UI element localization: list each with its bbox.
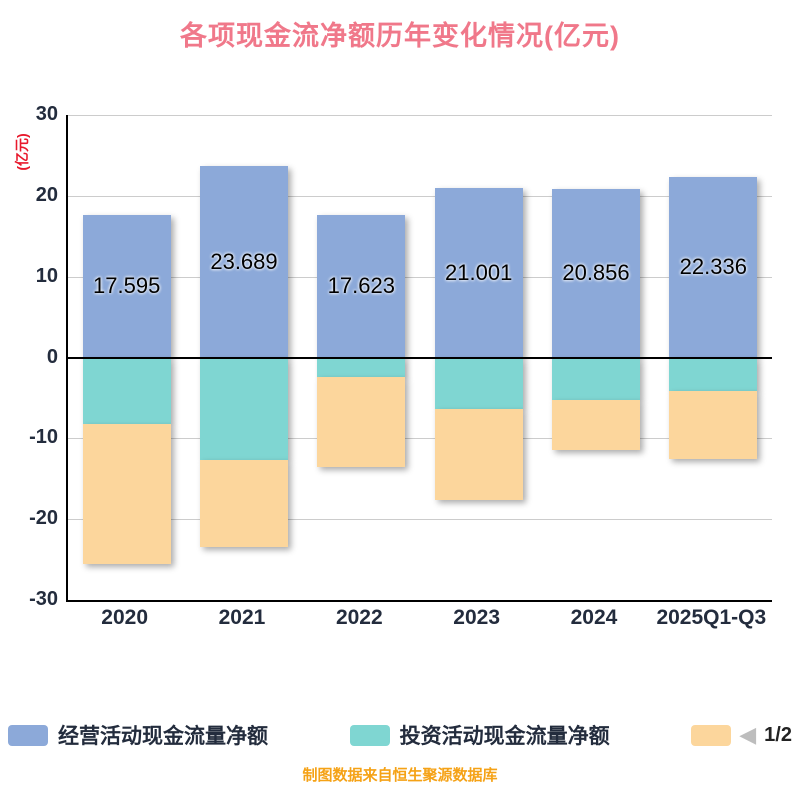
zero-line [68,356,772,359]
bar-series2-2021 [200,460,288,548]
pager-page-indicator: 1/2 [764,723,792,746]
legend-pager: ◀ 1/2 [739,724,792,747]
y-tick-label: 30 [35,103,58,125]
x-tick-label: 2020 [101,606,149,629]
bar-value-label: 22.336 [679,254,747,280]
bar-series2-2023 [434,409,523,500]
y-tick-label: -20 [29,507,58,530]
y-tick-label: 0 [46,345,58,368]
legend-right-group: ◀ 1/2 [691,724,792,747]
legend-item-operating[interactable]: 经营活动现金流量净额 [8,720,268,750]
plot-area: 17.595 23.689 17.623 21.001 20.856 22.336 [66,115,772,602]
bar-value-label: 17.595 [93,273,161,299]
legend-swatch-investing-icon [349,724,390,746]
legend-swatch-operating-icon [8,724,48,746]
bar-series2-2025Q1-Q3 [669,391,758,459]
x-tick-label: 2025Q1-Q3 [656,606,767,629]
x-tick-label: 2022 [335,606,383,629]
y-tick-label: 10 [35,264,58,287]
bar-series0-2025Q1-Q3 [669,176,758,358]
bar-series1-2025Q1-Q3 [669,357,758,392]
y-tick-label: -10 [29,426,58,449]
bar-value-label: 17.623 [327,273,395,299]
bar-series0-2021 [200,166,288,358]
bar-series1-2022 [317,357,406,377]
footer-source-note: 制图数据来自恒生聚源数据库 [302,767,498,784]
gridline [68,195,772,197]
x-tick-label: 2021 [218,606,266,629]
x-tick-label: 2023 [453,606,501,629]
legend-item-financing[interactable] [691,724,732,746]
legend-item-investing[interactable]: 投资活动现金流量净额 [349,720,610,750]
y-axis: 30 20 10 0 -10 -20 -30 [0,103,58,610]
gridline [68,438,772,440]
bar-series1-2020 [82,357,171,424]
bar-series0-2024 [552,188,640,358]
bar-series0-2023 [434,187,523,358]
pager-prev-arrow-icon[interactable]: ◀ [739,722,757,747]
bar-value-label: 23.689 [210,248,278,274]
legend: 经营活动现金流量净额 投资活动现金流量净额 ◀ 1/2 [8,720,792,750]
bar-value-label: 21.001 [445,259,513,285]
x-tick-label: 2024 [570,606,618,629]
bar-series0-2020 [82,215,171,358]
y-tick-label: -30 [29,588,58,610]
bar-series0-2022 [317,215,406,358]
bar-series1-2024 [552,357,640,401]
bar-series2-2020 [82,423,171,564]
chart-title: 各项现金流净额历年变化情况(亿元) [180,21,620,51]
bar-series1-2021 [200,357,288,461]
bar-series2-2022 [317,376,406,467]
bar-value-label: 20.856 [562,260,630,286]
gridline [68,519,772,521]
gridline [68,115,772,116]
gridline [68,276,772,278]
legend-swatch-financing-icon [691,724,732,746]
legend-label-investing: 投资活动现金流量净额 [399,725,610,748]
bar-series1-2023 [434,357,523,410]
bar-series2-2024 [552,400,640,451]
x-axis: 2020 2021 2022 2023 2024 2025Q1-Q3 [66,606,770,640]
legend-label-operating: 经营活动现金流量净额 [58,725,268,748]
y-tick-label: 20 [35,183,58,206]
